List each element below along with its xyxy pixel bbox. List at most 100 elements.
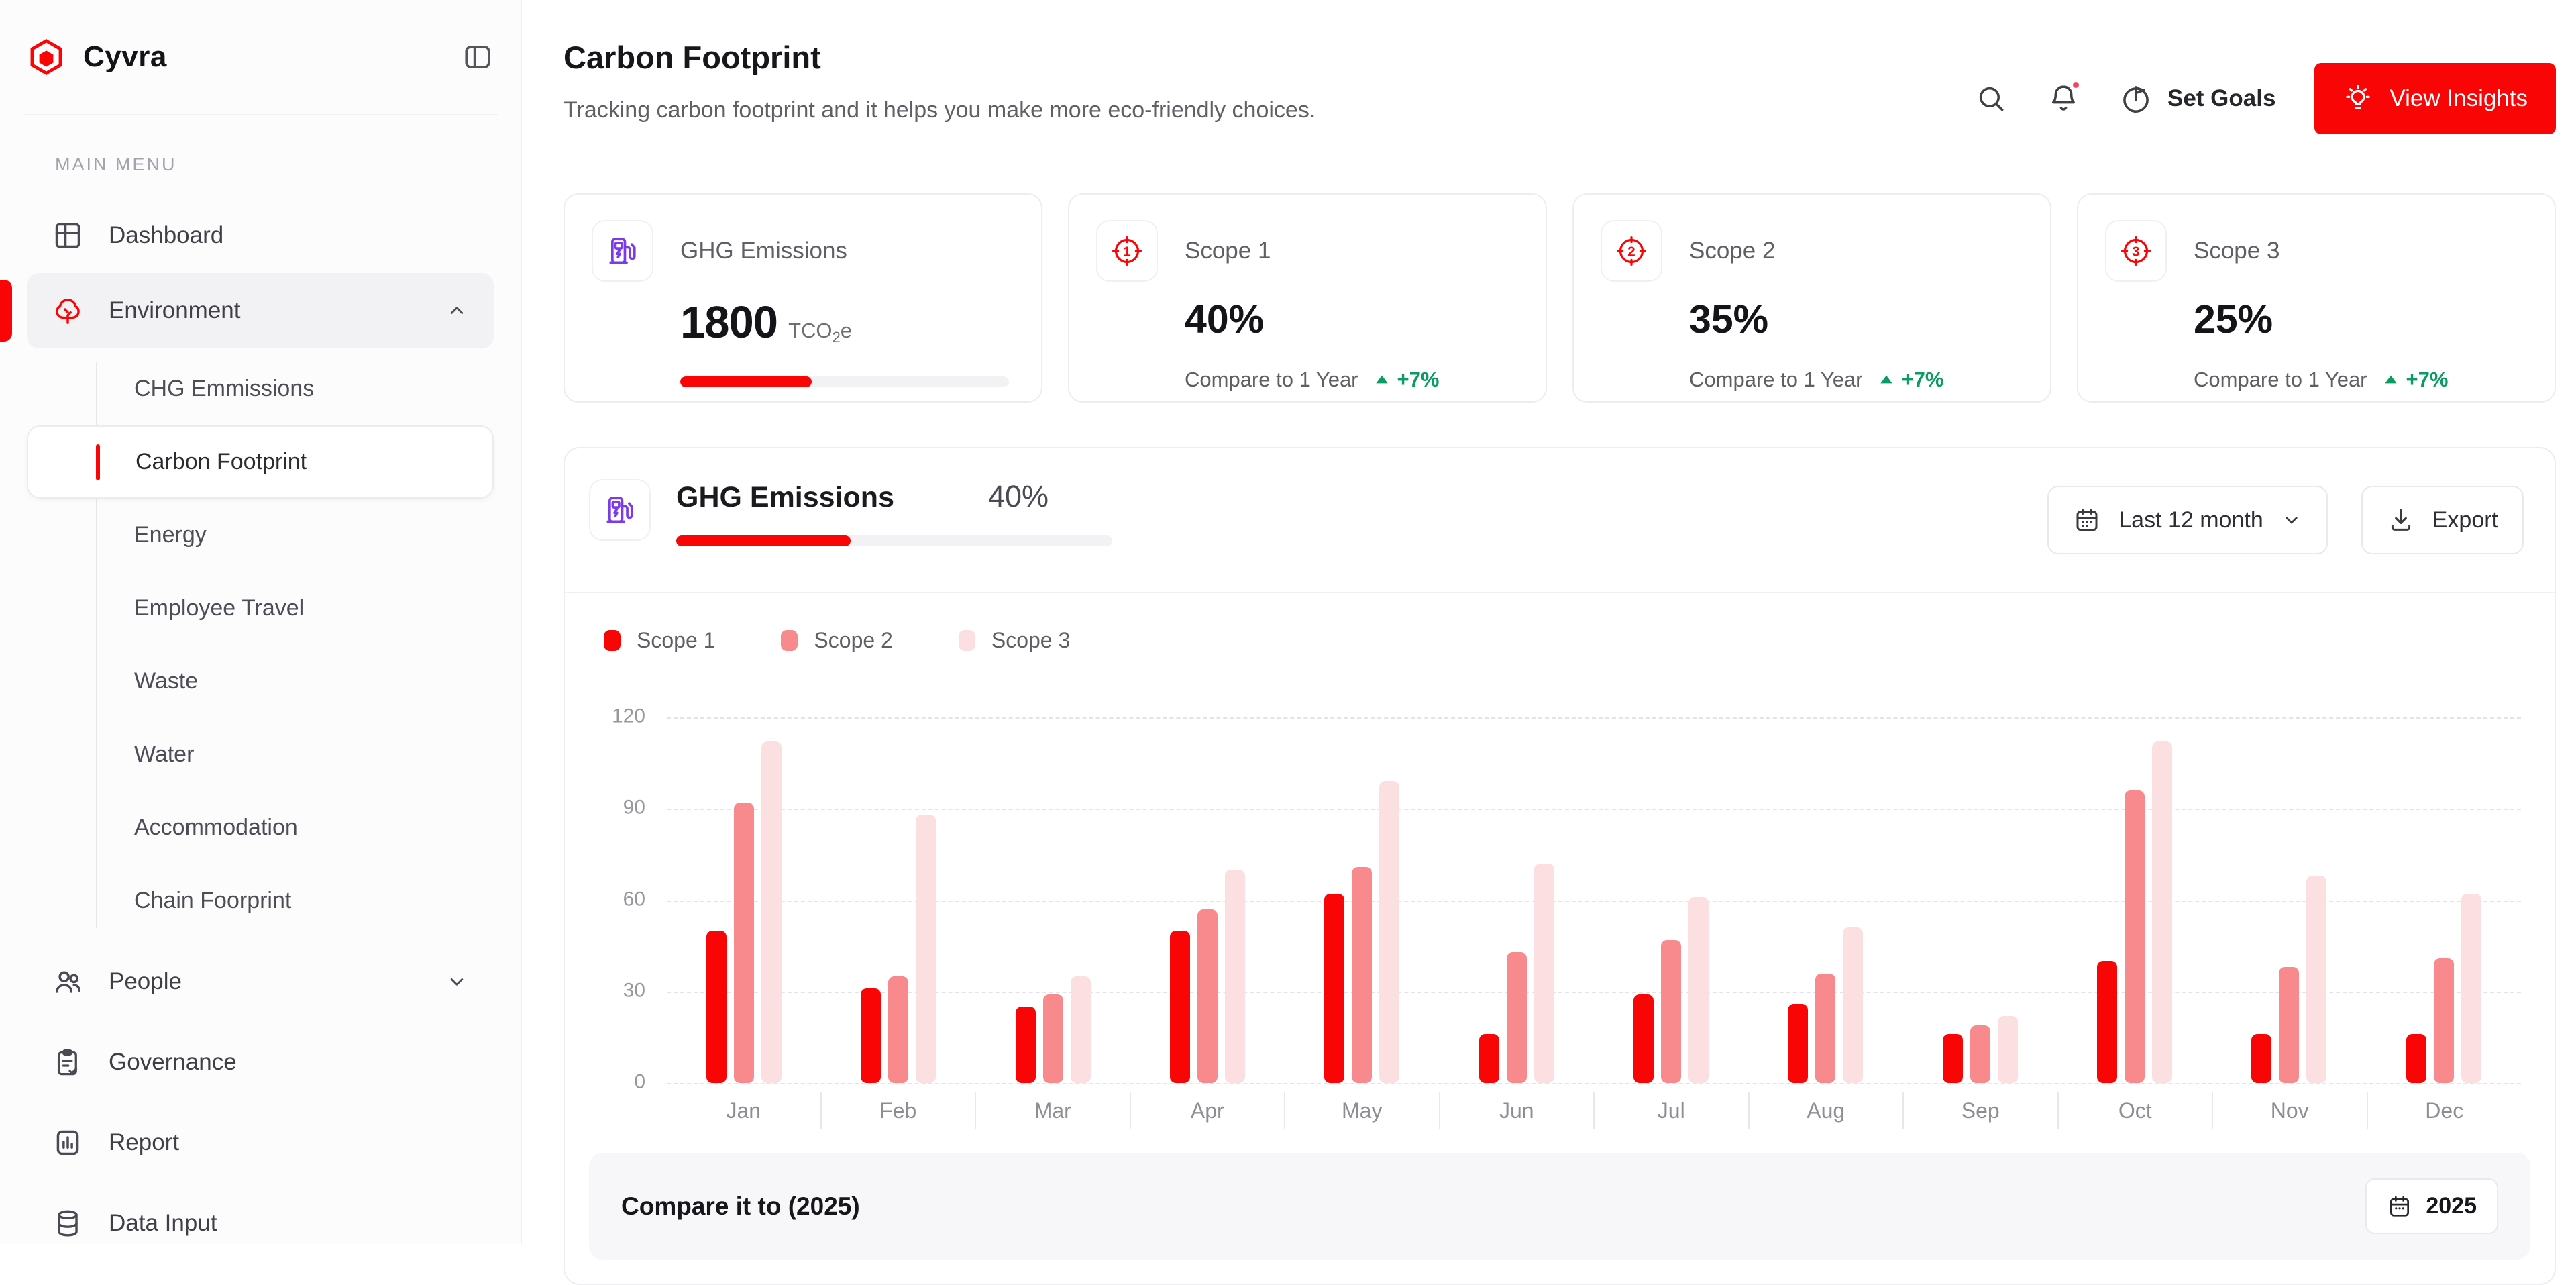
- scope-2-bar-nov: [2279, 967, 2299, 1083]
- sidebar-item-label: Dashboard: [109, 222, 223, 249]
- sidebar-item-governance[interactable]: Governance: [27, 1022, 494, 1102]
- search-icon[interactable]: [1974, 82, 2008, 115]
- card-body: 1800 TCO2e: [680, 297, 1014, 387]
- app-name: Cyvra: [83, 40, 444, 74]
- bar-group-dec: [2367, 717, 2521, 1083]
- active-section-indicator: [0, 280, 12, 342]
- subitem-label: Waste: [134, 668, 198, 695]
- scope-1-bar-aug: [1788, 1004, 1808, 1083]
- legend-label: Scope 1: [637, 628, 715, 653]
- environment-submenu: CHG Emmissions Carbon Footprint Energy E…: [27, 352, 494, 937]
- tree-icon: [52, 295, 83, 326]
- compare-title: Compare it to (2025): [621, 1192, 860, 1221]
- scope-1-value: 40%: [1185, 297, 1519, 342]
- chevron-down-icon: [445, 970, 468, 993]
- page-heading-block: Carbon Footprint Tracking carbon footpri…: [564, 39, 1316, 123]
- sidebar-item-data-input[interactable]: Data Input: [27, 1183, 494, 1264]
- sidebar-item-dashboard[interactable]: Dashboard: [27, 198, 494, 273]
- sidebar-subitem-energy[interactable]: Energy: [27, 499, 494, 572]
- scope-2-bar-jul: [1661, 940, 1681, 1083]
- scope-3-card: 3 Scope 3 25% Compare to 1 Year +7%: [2077, 193, 2556, 403]
- scope-3-target-icon-box: 3: [2105, 220, 2167, 282]
- card-label: Scope 1: [1185, 238, 1271, 282]
- legend-item-scope-1: Scope 1: [604, 628, 715, 653]
- set-goals-button[interactable]: Set Goals: [2119, 82, 2275, 115]
- compare-label: Compare to 1 Year: [1689, 368, 1863, 392]
- date-range-dropdown[interactable]: Last 12 month: [2047, 486, 2327, 554]
- x-tick-dec: Dec: [2367, 1092, 2522, 1129]
- panel-header: GHG Emissions 40% Last 12: [565, 448, 2555, 592]
- trend-up-icon: [1373, 371, 1391, 389]
- scope-1-bar-may: [1324, 894, 1344, 1083]
- sidebar-item-people[interactable]: People: [27, 941, 494, 1022]
- scope-3-bar-jan: [761, 741, 782, 1083]
- svg-text:2: 2: [1627, 244, 1635, 259]
- delta-badge: +7%: [2382, 368, 2449, 392]
- sidebar-divider: [23, 114, 498, 115]
- scope-3-bar-apr: [1225, 870, 1245, 1083]
- y-tick-label: 90: [590, 796, 645, 819]
- scope-1-card: 1 Scope 1 40% Compare to 1 Year +7%: [1068, 193, 1547, 403]
- card-top: GHG Emissions: [592, 220, 1014, 282]
- y-tick-label: 30: [590, 979, 645, 1002]
- legend-label: Scope 3: [991, 628, 1070, 653]
- x-tick-nov: Nov: [2212, 1092, 2367, 1129]
- bar-plot: [667, 717, 2521, 1083]
- delta-badge: +7%: [1878, 368, 1944, 392]
- sidebar-subitem-chg-emmissions[interactable]: CHG Emmissions: [27, 352, 494, 425]
- scope-3-bar-mar: [1071, 976, 1091, 1083]
- calendar-icon: [2073, 506, 2101, 534]
- scope-1-bar-jul: [1633, 994, 1654, 1083]
- delta-badge: +7%: [1373, 368, 1440, 392]
- sidebar-subitem-carbon-footprint[interactable]: Carbon Footprint: [27, 425, 494, 499]
- notifications-bell-icon[interactable]: [2047, 82, 2080, 115]
- scope-1-bar-apr: [1170, 931, 1190, 1083]
- sidebar-subitem-water[interactable]: Water: [27, 718, 494, 791]
- scope-3-swatch: [959, 630, 975, 651]
- bar-group-jun: [1440, 717, 1594, 1083]
- subitem-label: Chain Foorprint: [134, 888, 291, 914]
- bar-group-apr: [1130, 717, 1285, 1083]
- trend-up-icon: [2382, 371, 2400, 389]
- sidebar-collapse-icon[interactable]: [462, 41, 494, 73]
- x-tick-may: May: [1284, 1092, 1439, 1129]
- scope-3-bar-may: [1379, 781, 1399, 1083]
- x-tick-mar: Mar: [975, 1092, 1130, 1129]
- cyvra-logo-icon: [27, 38, 66, 76]
- export-button[interactable]: Export: [2361, 486, 2524, 554]
- lightbulb-icon: [2343, 83, 2373, 114]
- sidebar-subitem-waste[interactable]: Waste: [27, 645, 494, 718]
- scope-3-bar-jun: [1534, 864, 1554, 1083]
- scope-3-bar-oct: [2152, 741, 2172, 1083]
- sidebar-subitem-chain-foorprint[interactable]: Chain Foorprint: [27, 864, 494, 937]
- fuel-pump-icon-box: [589, 479, 651, 541]
- year-value: 2025: [2426, 1193, 2477, 1219]
- ghg-value-row: 1800 TCO2e: [680, 297, 1014, 348]
- chevron-up-icon: [445, 299, 468, 322]
- sidebar-item-report[interactable]: Report: [27, 1102, 494, 1183]
- sidebar-item-environment[interactable]: Environment: [27, 273, 494, 348]
- scope-2-bar-dec: [2434, 958, 2454, 1083]
- subitem-label: Carbon Footprint: [136, 449, 307, 475]
- subitem-label: CHG Emmissions: [134, 376, 314, 402]
- compare-row: Compare to 1 Year +7%: [1689, 368, 2023, 392]
- scope-3-bar-aug: [1843, 927, 1863, 1083]
- sidebar-subitem-employee-travel[interactable]: Employee Travel: [27, 572, 494, 645]
- sidebar-item-label: Governance: [109, 1049, 237, 1076]
- view-insights-button[interactable]: View Insights: [2314, 63, 2556, 134]
- compare-row: Compare to 1 Year +7%: [1185, 368, 1519, 392]
- sidebar-item-label: Report: [109, 1129, 179, 1156]
- sidebar-nav: Dashboard Environment CHG Emmissions: [27, 198, 494, 1264]
- scope-3-bar-dec: [2461, 894, 2481, 1083]
- sidebar-subitem-accommodation[interactable]: Accommodation: [27, 791, 494, 864]
- main-content: Carbon Footprint Tracking carbon footpri…: [522, 0, 2576, 1244]
- bar-group-aug: [1748, 717, 1902, 1083]
- page-subtitle: Tracking carbon footprint and it helps y…: [564, 97, 1316, 123]
- scope-1-bar-dec: [2406, 1034, 2426, 1083]
- page-title: Carbon Footprint: [564, 39, 1316, 76]
- clipboard-check-icon: [52, 1047, 83, 1078]
- subitem-label: Water: [134, 741, 194, 768]
- scope-3-target-icon: 3: [2118, 234, 2153, 268]
- chart-legend: Scope 1 Scope 2 Scope 3: [565, 593, 2555, 653]
- year-picker-button[interactable]: 2025: [2365, 1178, 2498, 1234]
